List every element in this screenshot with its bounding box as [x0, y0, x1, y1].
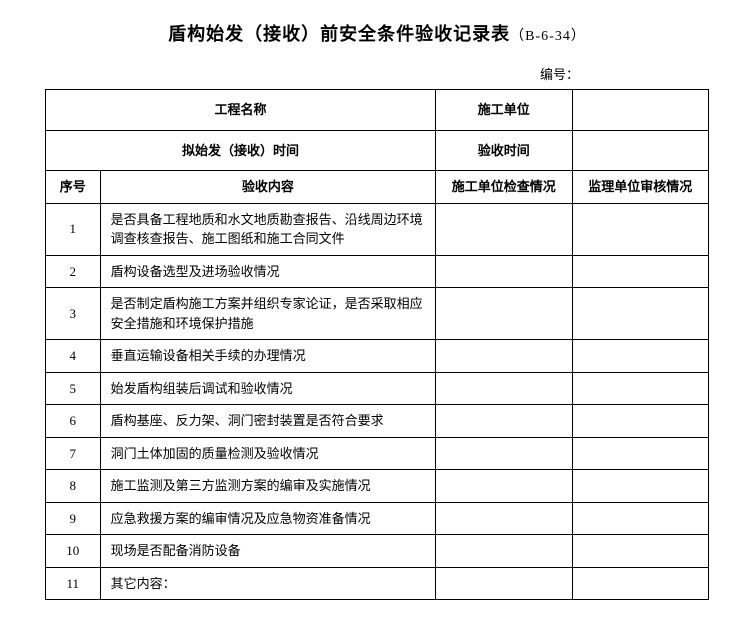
row-check2	[572, 203, 708, 255]
title-code: （B-6-34）	[510, 29, 586, 44]
document-title: 盾构始发（接收）前安全条件验收记录表（B-6-34）	[45, 20, 709, 46]
row-content: 是否制定盾构施工方案并组织专家论证，是否采取相应安全措施和环境保护措施	[100, 288, 435, 340]
row-check1	[436, 255, 572, 288]
row-check1	[436, 340, 572, 373]
row-content: 其它内容：	[100, 567, 435, 600]
row-seq: 2	[46, 255, 101, 288]
row-seq: 7	[46, 437, 101, 470]
row-check1	[436, 372, 572, 405]
row-content: 施工监测及第三方监测方案的编审及实施情况	[100, 470, 435, 503]
row-check1	[436, 203, 572, 255]
content-header: 验收内容	[100, 171, 435, 204]
row-content: 始发盾构组装后调试和验收情况	[100, 372, 435, 405]
check1-header: 施工单位检查情况	[436, 171, 572, 204]
table-row: 3是否制定盾构施工方案并组织专家论证，是否采取相应安全措施和环境保护措施	[46, 288, 709, 340]
row-seq: 10	[46, 535, 101, 568]
table-row: 1是否具备工程地质和水文地质勘查报告、沿线周边环境调查核查报告、施工图纸和施工合…	[46, 203, 709, 255]
row-seq: 6	[46, 405, 101, 438]
row-seq: 4	[46, 340, 101, 373]
row-check2	[572, 255, 708, 288]
row-check1	[436, 437, 572, 470]
row-check2	[572, 437, 708, 470]
table-row: 8施工监测及第三方监测方案的编审及实施情况	[46, 470, 709, 503]
row-content: 洞门土体加固的质量检测及验收情况	[100, 437, 435, 470]
row-check2	[572, 470, 708, 503]
acceptance-time-value	[572, 130, 708, 171]
title-main: 盾构始发（接收）前安全条件验收记录表	[168, 24, 510, 44]
document-number-label: 编号：	[45, 64, 709, 83]
row-content: 应急救援方案的编审情况及应急物资准备情况	[100, 502, 435, 535]
row-check1	[436, 535, 572, 568]
table-row: 11其它内容：	[46, 567, 709, 600]
row-check1	[436, 288, 572, 340]
row-content: 垂直运输设备相关手续的办理情况	[100, 340, 435, 373]
row-check2	[572, 340, 708, 373]
row-seq: 11	[46, 567, 101, 600]
row-check1	[436, 502, 572, 535]
table-row: 4垂直运输设备相关手续的办理情况	[46, 340, 709, 373]
table-row: 2盾构设备选型及进场验收情况	[46, 255, 709, 288]
row-check2	[572, 502, 708, 535]
row-check1	[436, 470, 572, 503]
table-row: 10现场是否配备消防设备	[46, 535, 709, 568]
table-row: 7洞门土体加固的质量检测及验收情况	[46, 437, 709, 470]
table-row: 6盾构基座、反力架、洞门密封装置是否符合要求	[46, 405, 709, 438]
row-check1	[436, 567, 572, 600]
row-content: 现场是否配备消防设备	[100, 535, 435, 568]
row-seq: 5	[46, 372, 101, 405]
row-seq: 3	[46, 288, 101, 340]
table-body: 1是否具备工程地质和水文地质勘查报告、沿线周边环境调查核查报告、施工图纸和施工合…	[46, 203, 709, 600]
row-content: 盾构设备选型及进场验收情况	[100, 255, 435, 288]
row-check2	[572, 372, 708, 405]
row-check2	[572, 535, 708, 568]
row-seq: 9	[46, 502, 101, 535]
row-check1	[436, 405, 572, 438]
seq-header: 序号	[46, 171, 101, 204]
check2-header: 监理单位审核情况	[572, 171, 708, 204]
row-seq: 8	[46, 470, 101, 503]
construction-unit-value	[572, 90, 708, 131]
acceptance-record-table: 工程名称 施工单位 拟始发（接收）时间 验收时间 序号 验收内容 施工单位检查情…	[45, 89, 709, 600]
table-row: 5始发盾构组装后调试和验收情况	[46, 372, 709, 405]
row-check2	[572, 405, 708, 438]
table-row: 9应急救援方案的编审情况及应急物资准备情况	[46, 502, 709, 535]
row-check2	[572, 567, 708, 600]
construction-unit-label: 施工单位	[436, 90, 572, 131]
row-content: 盾构基座、反力架、洞门密封装置是否符合要求	[100, 405, 435, 438]
row-content: 是否具备工程地质和水文地质勘查报告、沿线周边环境调查核查报告、施工图纸和施工合同…	[100, 203, 435, 255]
project-name-label: 工程名称	[46, 90, 436, 131]
planned-time-label: 拟始发（接收）时间	[46, 130, 436, 171]
row-check2	[572, 288, 708, 340]
acceptance-time-label: 验收时间	[436, 130, 572, 171]
row-seq: 1	[46, 203, 101, 255]
